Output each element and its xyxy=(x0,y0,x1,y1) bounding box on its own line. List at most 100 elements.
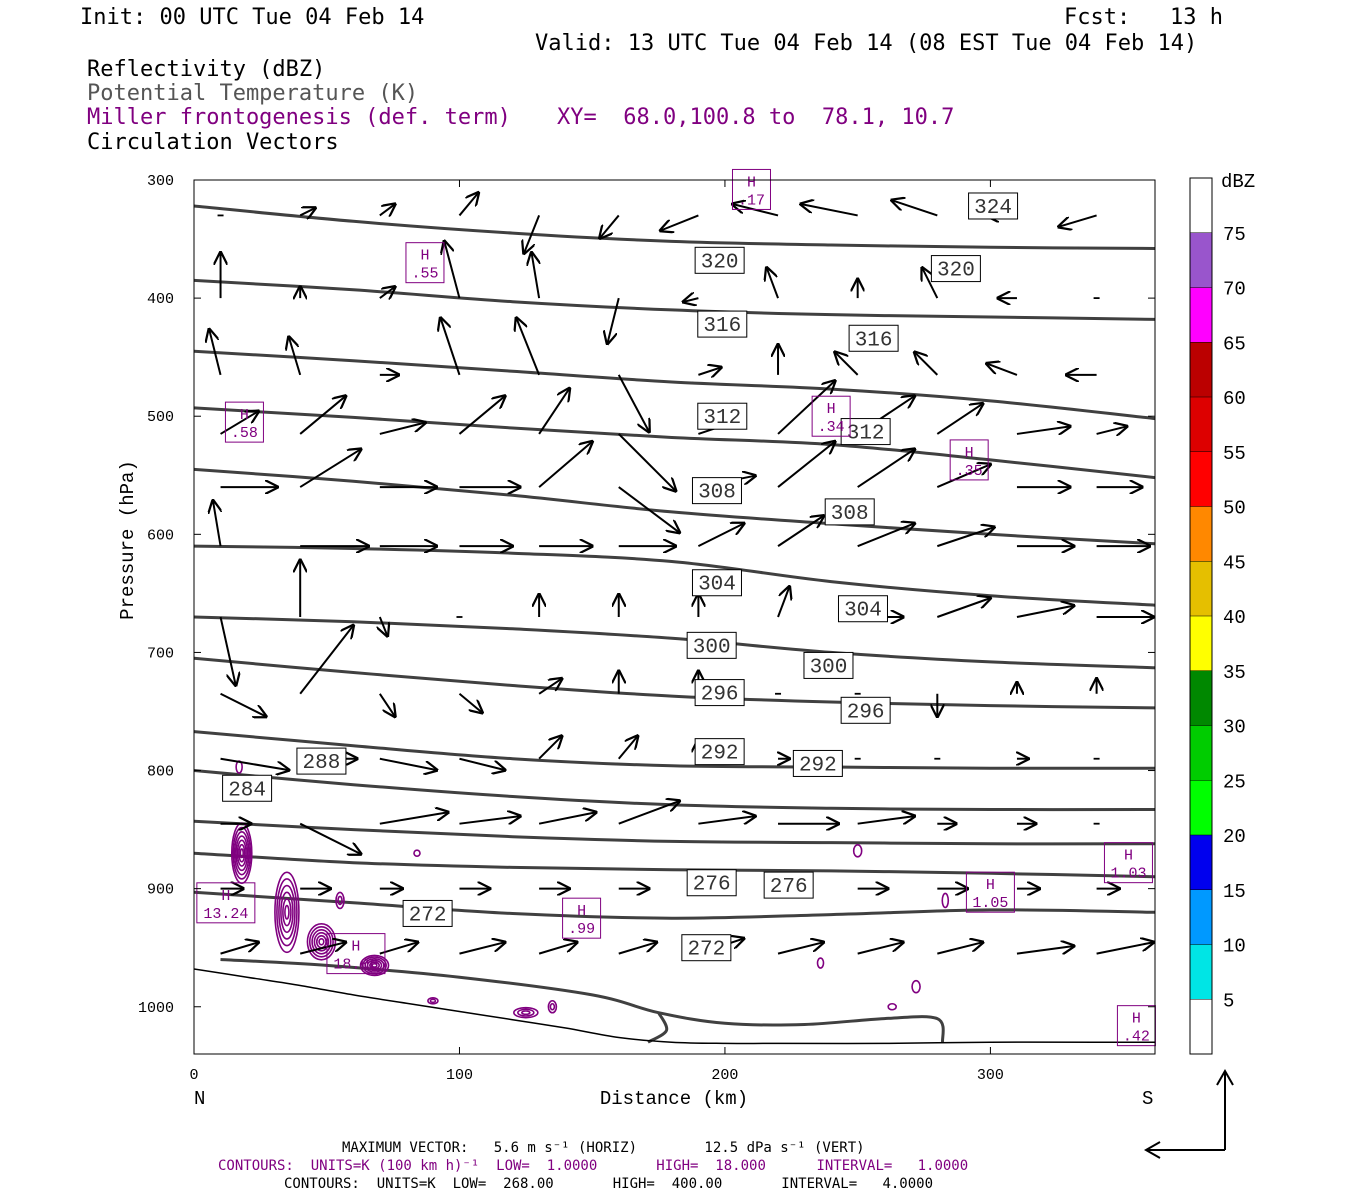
fronto-blob-1-ring-3 xyxy=(235,835,249,872)
fronto-blob-3-ring-5 xyxy=(318,937,325,946)
circulation-vector-3-1 xyxy=(299,396,346,435)
fronto-maximum-value: .99 xyxy=(568,921,595,938)
fronto-maximum-box xyxy=(811,395,851,437)
y-tick-label-400: 400 xyxy=(147,291,174,308)
circulation-vector-1-4 xyxy=(532,253,540,299)
theta-contour-308 xyxy=(194,467,1155,546)
theta-label-1: 320 xyxy=(694,246,745,274)
circulation-vector-3-5 xyxy=(618,433,676,491)
fronto-maximum-8: H.99 xyxy=(562,897,602,939)
fronto-maximum-value: 18.06 xyxy=(333,957,378,974)
circulation-vector-1-5 xyxy=(607,297,620,344)
theta-label-13: 296 xyxy=(694,679,745,707)
colorbar-label-55: 55 xyxy=(1223,443,1246,465)
fronto-maximum-label: H xyxy=(1124,848,1133,865)
y-tick-label-800: 800 xyxy=(147,764,174,781)
theta-label-12: 300 xyxy=(803,651,854,679)
theta-label-text: 296 xyxy=(847,701,885,724)
circulation-vector-11-10 xyxy=(1016,946,1074,954)
colorbar-label-15: 15 xyxy=(1223,881,1246,903)
theta-label-11: 300 xyxy=(686,631,737,659)
theta-label-16: 292 xyxy=(792,749,843,777)
y-axis-title: Pressure (hPa) xyxy=(117,460,139,620)
colorbar-swatch-11 xyxy=(1190,397,1212,452)
circulation-vector-0-11 xyxy=(1059,214,1097,226)
fronto-blob-6-ring-2 xyxy=(521,1010,531,1016)
fronto-maximum-label: H xyxy=(965,445,974,462)
circulation-vector-3-9 xyxy=(936,404,983,435)
theta-label-8: 308 xyxy=(824,498,875,526)
theta-label-box xyxy=(694,246,745,274)
theta-label-box xyxy=(681,934,732,962)
circulation-vector-6-0 xyxy=(219,616,236,685)
fronto-maximum-value: .55 xyxy=(411,266,438,283)
colorbar-label-45: 45 xyxy=(1223,552,1246,574)
theta-label-box xyxy=(222,774,273,802)
init-time: Init: 00 UTC Tue 04 Feb 14 xyxy=(80,5,425,30)
fronto-blob-14-ring-0 xyxy=(816,957,825,969)
x-tick-label-100: 100 xyxy=(446,1067,473,1084)
fronto-blob-1-ring-5 xyxy=(238,843,246,863)
circulation-vector-8-3 xyxy=(459,757,505,770)
circulation-vector-3-0 xyxy=(220,411,259,435)
colorbar-swatch-10 xyxy=(1190,451,1212,507)
circulation-vector-6-7 xyxy=(777,587,789,618)
theta-label-10: 304 xyxy=(837,595,888,623)
vector-layer xyxy=(209,193,1153,954)
circulation-vector-0-8 xyxy=(801,204,858,217)
footer-theta-contours: CONTOURS: UNITS=K LOW= 268.00 HIGH= 400.… xyxy=(284,1176,934,1192)
theta-contour-312 xyxy=(194,406,1155,480)
theta-label-text: 292 xyxy=(799,754,837,777)
fronto-maximum-box xyxy=(965,871,1015,913)
circulation-vector-3-2 xyxy=(379,423,426,435)
fronto-maximum-1: H.55 xyxy=(405,242,445,284)
circulation-vector-5-9 xyxy=(936,527,994,548)
y-tick-label-300: 300 xyxy=(147,173,174,190)
theta-label-box xyxy=(691,569,742,597)
fronto-blob-10-ring-0 xyxy=(852,844,863,858)
theta-contour-316 xyxy=(194,349,1155,421)
theta-label-text: 308 xyxy=(831,503,869,526)
fronto-maximum-value: .34 xyxy=(818,419,845,436)
fronto-maximum-box xyxy=(949,439,989,481)
theta-label-box xyxy=(840,418,891,446)
theta-label-text: 304 xyxy=(698,574,736,597)
cross-section-endpoints: XY= 68.0,100.8 to 78.1, 10.7 xyxy=(557,105,955,130)
circulation-vector-2-4 xyxy=(516,318,541,376)
colorbar-label-75: 75 xyxy=(1223,224,1246,246)
circulation-vector-5-8 xyxy=(857,523,915,548)
theta-label-text: 304 xyxy=(844,600,882,623)
circulation-vector-4-8 xyxy=(857,449,915,488)
fronto-maximum-label: H xyxy=(240,407,249,424)
fronto-blob-4-ring-0 xyxy=(359,954,390,977)
colorbar-swatch-8 xyxy=(1190,561,1212,616)
fronto-blob-2-ring-3 xyxy=(280,891,294,934)
colorbar-swatch-3 xyxy=(1190,835,1212,890)
fronto-maximum-value: .58 xyxy=(231,425,258,442)
theta-label-17: 288 xyxy=(296,747,347,775)
circulation-vector-0-9 xyxy=(892,200,938,217)
x-axis-south-label: S xyxy=(1142,1088,1153,1110)
circulation-vector-6-2 xyxy=(380,616,388,636)
colorbar-swatch-4 xyxy=(1190,780,1212,835)
theta-label-21: 272 xyxy=(402,899,453,927)
fronto-maximum-9: H18.06 xyxy=(326,933,386,975)
theta-contour-304 xyxy=(194,544,1155,607)
fronto-blob-1-ring-4 xyxy=(236,839,247,867)
circulation-vector-7-1 xyxy=(299,625,353,695)
theta-label-box xyxy=(824,498,875,526)
circulation-vector-7-3 xyxy=(458,693,482,713)
circulation-vector-1-2 xyxy=(379,287,395,298)
colorbar-label-10: 10 xyxy=(1223,936,1246,958)
fronto-maximum-label: H xyxy=(747,174,756,191)
x-tick-label-200: 200 xyxy=(711,1067,738,1084)
circulation-vector-7-0 xyxy=(220,692,267,717)
theta-label-text: 296 xyxy=(701,684,739,707)
fronto-maximum-box xyxy=(562,897,602,939)
circulation-vector-2-10 xyxy=(987,363,1018,376)
terrain-line xyxy=(194,968,1155,1045)
theta-label-3: 316 xyxy=(697,310,748,338)
theta-label-text: 276 xyxy=(693,874,731,897)
x-axis-title: Distance (km) xyxy=(600,1088,748,1110)
